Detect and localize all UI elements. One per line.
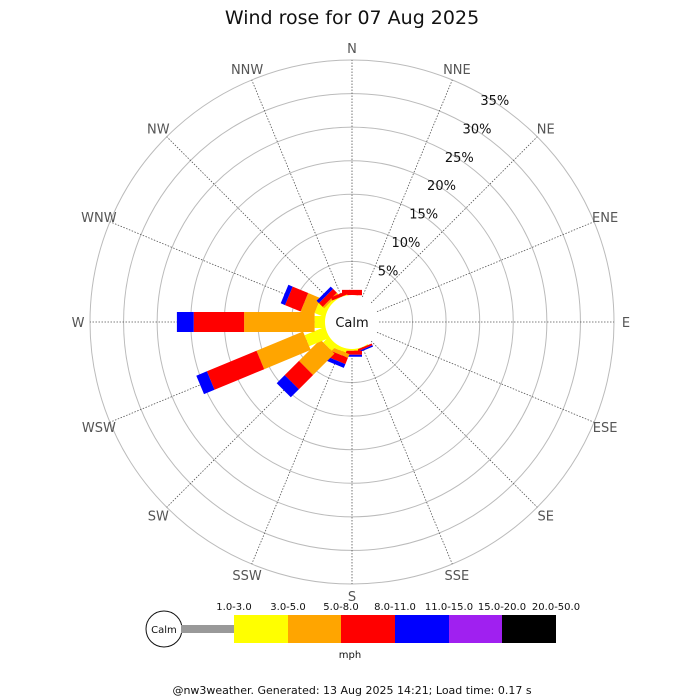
- bar-nw-11.0-15.0: [316, 286, 334, 304]
- direction-label-se: SE: [537, 510, 553, 525]
- radial-tick-10: 10%: [391, 236, 420, 251]
- bar-sw-5.0-8.0: [299, 339, 335, 375]
- bar-ssw-11.0-15.0: [325, 356, 346, 368]
- bar-ssw-5.0-8.0: [329, 346, 350, 358]
- legend-label-11.0-15.0: 11.0-15.0: [425, 602, 473, 613]
- bar-sw-11.0-15.0: [276, 375, 299, 398]
- direction-label-sse: SSE: [445, 569, 470, 584]
- bar-sw-8.0-11.0: [284, 360, 314, 390]
- legend-swatch-11.0-15.0: [395, 615, 449, 643]
- radial-tick-30: 30%: [463, 122, 492, 137]
- direction-label-w: W: [72, 316, 85, 331]
- direction-label-wsw: WSW: [82, 421, 116, 436]
- spoke-ese: [351, 321, 595, 423]
- legend-units: mph: [339, 650, 361, 661]
- bar-wnw-5.0-8.0: [300, 293, 321, 317]
- direction-label-n: N: [347, 42, 357, 57]
- bar-wsw-8.0-11.0: [206, 350, 265, 390]
- direction-label-ne: NE: [537, 122, 555, 137]
- direction-label-nnw: NNW: [231, 63, 263, 78]
- bar-wsw-3.0-5.0: [304, 326, 331, 347]
- spoke-nnw: [251, 79, 353, 323]
- direction-label-nne: NNE: [443, 63, 471, 78]
- direction-label-sw: SW: [148, 510, 169, 525]
- legend-swatch-3.0-5.0: [234, 615, 288, 643]
- radial-tick-20: 20%: [427, 179, 456, 194]
- spoke-se: [351, 321, 538, 508]
- radial-tick-labels: 5% 10% 15% 20% 25% 30% 35%: [378, 94, 509, 280]
- legend-swatch-15.0-20.0: [449, 615, 502, 643]
- radial-tick-25: 25%: [445, 151, 474, 166]
- legend-swatch-1.0-3.0: [181, 625, 234, 633]
- bar-nnw-8.0-11.0: [331, 289, 351, 301]
- legend-label-15.0-20.0: 15.0-20.0: [478, 602, 526, 613]
- direction-label-ese: ESE: [593, 421, 618, 436]
- bar-w-5.0-8.0: [244, 312, 315, 332]
- direction-label-nw: NW: [147, 122, 170, 137]
- legend-swatch-8.0-11.0: [341, 615, 395, 643]
- footer-text: @nw3weather. Generated: 13 Aug 2025 14:2…: [172, 684, 531, 697]
- direction-label-ssw: SSW: [232, 569, 262, 584]
- bar-w-3.0-5.0: [314, 316, 327, 328]
- legend-swatch-20.0-50.0: [502, 615, 556, 643]
- bar-nw-8.0-11.0: [318, 288, 337, 307]
- bar-wnw-11.0-15.0: [280, 284, 293, 306]
- radial-tick-35: 35%: [480, 94, 509, 109]
- legend-label-3.0-5.0: 3.0-5.0: [270, 602, 305, 613]
- spoke-nne: [351, 79, 453, 323]
- bar-wsw-5.0-8.0: [256, 331, 311, 370]
- grid-ring: [156, 126, 548, 518]
- direction-label-wnw: WNW: [81, 211, 117, 226]
- legend-calm-label: Calm: [151, 625, 177, 636]
- bar-w-8.0-11.0: [193, 312, 245, 332]
- direction-label-e: E: [622, 316, 630, 331]
- legend-label-5.0-8.0: 5.0-8.0: [323, 602, 358, 613]
- direction-label-ene: ENE: [592, 211, 618, 226]
- direction-label-s: S: [348, 590, 356, 605]
- calm-circle: Calm: [325, 295, 379, 349]
- radial-tick-5: 5%: [378, 265, 399, 280]
- direction-labels: N NNE NE ENE E ESE SE SSE S SSW SW WSW W WNW NW NNW: [72, 42, 631, 605]
- calm-label: Calm: [335, 316, 368, 331]
- spoke-sse: [351, 321, 453, 565]
- legend-label-1.0-3.0: 1.0-3.0: [216, 602, 251, 613]
- bar-sse-8.0-11.0: [353, 343, 373, 353]
- legend-swatch-5.0-8.0: [288, 615, 341, 643]
- bar-sw-3.0-5.0: [323, 335, 339, 351]
- bar-wsw-11.0-15.0: [196, 371, 215, 395]
- bar-wnw-8.0-11.0: [285, 286, 309, 312]
- chart-title: Wind rose for 07 Aug 2025: [225, 7, 479, 29]
- legend-label-20.0-50.0: 20.0-50.0: [532, 602, 580, 613]
- radial-tick-15: 15%: [409, 208, 438, 223]
- bar-w-11.0-15.0: [176, 312, 194, 332]
- legend: Calm 1.0-3.0 3.0-5.0 5.0-8.0 8.0-11.0 11.0-1…: [145, 602, 580, 661]
- legend-label-8.0-11.0: 8.0-11.0: [374, 602, 416, 613]
